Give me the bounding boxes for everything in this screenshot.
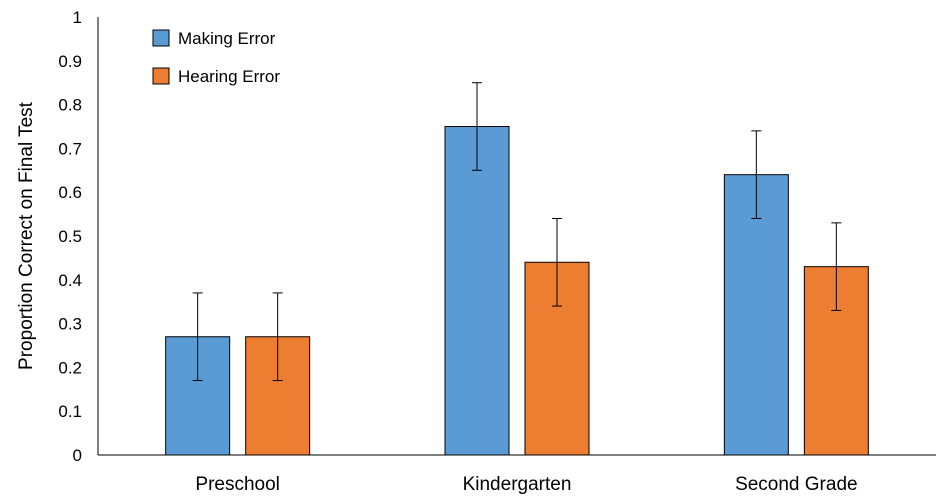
y-axis-ticks: 0 0.1 0.2 0.3 0.4 0.5 0.6 0.7 0.8 0.9 1 — [58, 8, 82, 465]
legend-label: Hearing Error — [178, 67, 280, 86]
legend-label: Making Error — [178, 29, 276, 48]
bar-making-error-second-grade — [723, 174, 789, 456]
y-tick-label: 0.6 — [58, 183, 82, 202]
x-category-label: Second Grade — [735, 474, 858, 495]
legend-swatch — [152, 29, 170, 47]
y-tick-label: 0.7 — [58, 139, 82, 158]
x-category-label: Kindergarten — [463, 474, 572, 495]
legend: Making Error Hearing Error — [152, 29, 280, 86]
x-axis-category-labels: Preschool Kindergarten Second Grade — [195, 474, 857, 495]
bars-group — [165, 126, 869, 456]
y-axis-title: Proportion Correct on Final Test — [16, 101, 37, 370]
y-tick-label: 0.2 — [58, 358, 82, 377]
y-tick-label: 0 — [73, 446, 82, 465]
bar-making-error-kindergarten — [444, 126, 510, 456]
y-tick-label: 0.9 — [58, 52, 82, 71]
y-tick-label: 0.5 — [58, 227, 82, 246]
y-tick-label: 0.4 — [58, 271, 82, 290]
y-tick-label: 0.8 — [58, 96, 82, 115]
y-tick-label: 1 — [73, 8, 82, 27]
y-tick-label: 0.3 — [58, 315, 82, 334]
x-category-label: Preschool — [195, 474, 280, 495]
y-tick-label: 0.1 — [58, 402, 82, 421]
error-bars-group — [192, 82, 842, 382]
legend-swatch — [152, 67, 170, 85]
